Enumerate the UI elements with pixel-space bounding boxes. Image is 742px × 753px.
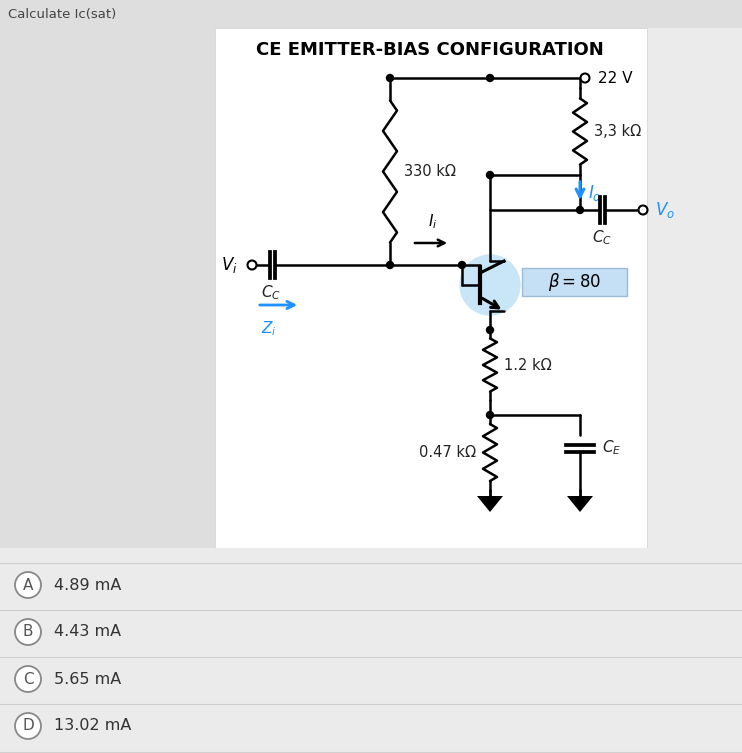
Text: 22 V: 22 V — [598, 71, 632, 86]
Circle shape — [15, 666, 41, 692]
Text: $V_o$: $V_o$ — [655, 200, 675, 220]
Circle shape — [387, 261, 393, 269]
Text: 330 kΩ: 330 kΩ — [404, 164, 456, 179]
Polygon shape — [477, 496, 503, 512]
Text: $V_i$: $V_i$ — [221, 255, 238, 275]
Circle shape — [15, 713, 41, 739]
Bar — [0, 0, 742, 28]
Circle shape — [387, 75, 393, 81]
Text: $C_C$: $C_C$ — [592, 228, 612, 247]
Text: $I_i$: $I_i$ — [428, 212, 438, 231]
Text: 0.47 kΩ: 0.47 kΩ — [419, 445, 476, 460]
Text: Calculate Ic(sat): Calculate Ic(sat) — [8, 8, 116, 20]
Circle shape — [639, 206, 648, 215]
Bar — [215, 28, 647, 548]
Text: CE EMITTER-BIAS CONFIGURATION: CE EMITTER-BIAS CONFIGURATION — [256, 41, 604, 59]
Circle shape — [487, 327, 493, 334]
Circle shape — [248, 261, 257, 270]
FancyBboxPatch shape — [522, 268, 627, 296]
Text: A: A — [23, 578, 33, 593]
Circle shape — [487, 75, 493, 81]
Text: 4.89 mA: 4.89 mA — [54, 578, 122, 593]
Circle shape — [487, 172, 493, 178]
Bar — [0, 548, 742, 753]
Text: C: C — [23, 672, 33, 687]
Text: B: B — [23, 624, 33, 639]
Text: D: D — [22, 718, 34, 733]
Text: $C_C$: $C_C$ — [261, 283, 281, 302]
Circle shape — [459, 261, 465, 269]
Text: 13.02 mA: 13.02 mA — [54, 718, 131, 733]
Circle shape — [577, 206, 583, 214]
Polygon shape — [567, 496, 593, 512]
Circle shape — [460, 255, 520, 315]
Text: $Z_i$: $Z_i$ — [261, 319, 277, 337]
Bar — [0, 0, 215, 548]
Text: 5.65 mA: 5.65 mA — [54, 672, 121, 687]
Text: 4.43 mA: 4.43 mA — [54, 624, 121, 639]
Text: 3,3 kΩ: 3,3 kΩ — [594, 124, 641, 139]
Text: $C_E$: $C_E$ — [602, 439, 621, 457]
Circle shape — [15, 572, 41, 598]
Circle shape — [487, 411, 493, 419]
Circle shape — [580, 74, 589, 83]
Text: $I_o$: $I_o$ — [588, 183, 602, 203]
Circle shape — [15, 619, 41, 645]
Text: $\beta = 80$: $\beta = 80$ — [548, 271, 601, 293]
Text: 1.2 kΩ: 1.2 kΩ — [504, 358, 551, 373]
